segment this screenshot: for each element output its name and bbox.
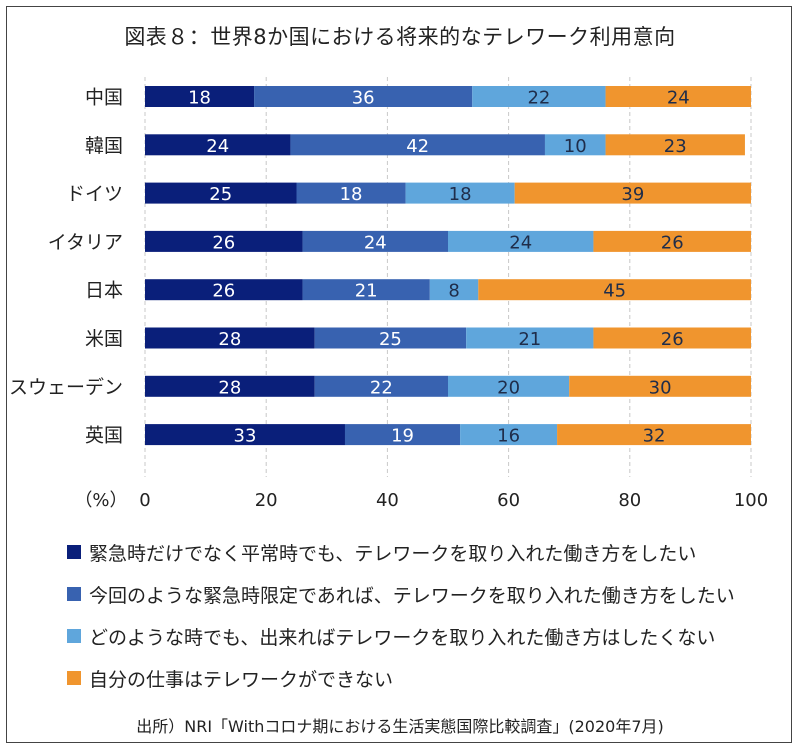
bar-segment bbox=[314, 327, 467, 349]
category-label: 英国 bbox=[85, 425, 123, 447]
bar-segment bbox=[302, 279, 430, 301]
bar-segment bbox=[145, 134, 291, 156]
chart-legend: 緊急時だけでなく平常時でも、テレワークを取り入れた働き方をしたい今回のような緊急… bbox=[67, 531, 735, 699]
data-label: 25 bbox=[209, 184, 232, 205]
bar-segment bbox=[544, 134, 606, 156]
bar-segment bbox=[302, 230, 448, 252]
data-label: 24 bbox=[509, 232, 532, 253]
bar-segment bbox=[557, 424, 751, 446]
bar-segment bbox=[448, 375, 570, 397]
chart-title: 図表８：世界8か国における将来的なテレワーク利用意向 bbox=[124, 25, 676, 49]
category-label: ドイツ bbox=[66, 183, 123, 205]
category-label: 日本 bbox=[85, 280, 123, 302]
category-label: イタリア bbox=[48, 231, 123, 253]
bar-segment bbox=[145, 230, 303, 252]
x-tick-label: 20 bbox=[255, 490, 278, 511]
bar-segment bbox=[145, 424, 345, 446]
legend-item: 今回のような緊急時限定であれば、テレワークを取り入れた働き方をしたい bbox=[67, 573, 735, 615]
bar-segment bbox=[593, 230, 751, 252]
legend-item: 緊急時だけでなく平常時でも、テレワークを取り入れた働き方をしたい bbox=[67, 531, 735, 573]
legend-label: 緊急時だけでなく平常時でも、テレワークを取り入れた働き方をしたい bbox=[89, 542, 697, 565]
bar-segment bbox=[460, 424, 558, 446]
legend-swatch bbox=[67, 629, 81, 643]
data-label: 16 bbox=[497, 426, 520, 447]
x-tick-label: 80 bbox=[618, 490, 641, 511]
bar-segment bbox=[405, 182, 515, 204]
x-tick-label: 0 bbox=[139, 490, 150, 511]
data-label: 22 bbox=[370, 377, 393, 398]
bar-segment bbox=[605, 86, 751, 107]
legend-label: 自分の仕事はテレワークができない bbox=[89, 668, 394, 691]
legend-label: 今回のような緊急時限定であれば、テレワークを取り入れた働き方をしたい bbox=[89, 584, 735, 607]
data-label: 23 bbox=[664, 136, 687, 157]
bar-segment bbox=[569, 375, 751, 397]
bar-segment bbox=[145, 327, 315, 349]
data-label: 36 bbox=[352, 88, 375, 109]
legend-swatch bbox=[67, 587, 81, 601]
data-label: 20 bbox=[497, 377, 520, 398]
data-label: 28 bbox=[218, 377, 241, 398]
bar-segment bbox=[472, 86, 606, 107]
bar-segment bbox=[429, 279, 479, 301]
bar-segment bbox=[448, 230, 594, 252]
data-label: 33 bbox=[234, 426, 257, 447]
data-label: 18 bbox=[340, 184, 363, 205]
legend-item: 自分の仕事はテレワークができない bbox=[67, 657, 735, 699]
stacked-bar-chart: 中国 18 36 22 24 韓国 24 42 10 23 ドイツ 25 18 18 39 イタリア 26 24 2… bbox=[9, 77, 768, 511]
category-label: 米国 bbox=[85, 328, 123, 350]
chart-frame: 図表８：世界8か国における将来的なテレワーク利用意向 中国 18 36 22 24 韓国 2… bbox=[6, 6, 792, 743]
bar-segment bbox=[290, 134, 545, 156]
data-label: 24 bbox=[206, 136, 229, 157]
legend-item: どのような時でも、出来ればテレワークを取り入れた働き方はしたくない bbox=[67, 615, 735, 657]
bar-segment bbox=[145, 279, 303, 301]
data-label: 26 bbox=[661, 329, 684, 350]
legend-swatch bbox=[67, 545, 81, 559]
data-label: 32 bbox=[643, 426, 666, 447]
x-unit-label: （%） bbox=[74, 490, 127, 511]
data-label: 28 bbox=[218, 329, 241, 350]
bar-segment bbox=[344, 424, 461, 446]
data-label: 10 bbox=[564, 136, 587, 157]
x-tick-label: 60 bbox=[497, 490, 520, 511]
bar-segment bbox=[314, 375, 448, 397]
x-tick-label: 100 bbox=[734, 490, 768, 511]
legend-label: どのような時でも、出来ればテレワークを取り入れた働き方はしたくない bbox=[89, 626, 716, 649]
data-label: 22 bbox=[527, 88, 550, 109]
data-label: 25 bbox=[379, 329, 402, 350]
category-label: 中国 bbox=[85, 87, 123, 109]
data-label: 26 bbox=[661, 232, 684, 253]
x-tick-label: 40 bbox=[376, 490, 399, 511]
bar-segment bbox=[145, 375, 315, 397]
data-label: 45 bbox=[603, 281, 626, 302]
data-label: 26 bbox=[212, 232, 235, 253]
bar-segment bbox=[466, 327, 594, 349]
bar-segment bbox=[145, 182, 297, 204]
legend-swatch bbox=[67, 671, 81, 685]
bar-segment bbox=[593, 327, 751, 349]
bar-segment bbox=[605, 134, 745, 156]
data-label: 26 bbox=[212, 281, 235, 302]
category-label: スウェーデン bbox=[9, 376, 123, 398]
bar-segment bbox=[145, 86, 255, 107]
data-label: 18 bbox=[188, 88, 211, 109]
data-label: 42 bbox=[406, 136, 429, 157]
data-label: 21 bbox=[355, 281, 378, 302]
data-label: 18 bbox=[449, 184, 472, 205]
category-label: 韓国 bbox=[85, 135, 123, 157]
data-label: 19 bbox=[391, 426, 414, 447]
data-label: 30 bbox=[649, 377, 672, 398]
bar-segment bbox=[254, 86, 473, 107]
data-label: 21 bbox=[518, 329, 541, 350]
data-label: 39 bbox=[621, 184, 644, 205]
bar-segment bbox=[478, 279, 751, 301]
bar-segment bbox=[514, 182, 751, 204]
source-note: 出所）NRI「Withコロナ期における生活実態国際比較調査」(2020年7月) bbox=[136, 717, 664, 736]
data-label: 24 bbox=[667, 88, 690, 109]
data-label: 24 bbox=[364, 232, 387, 253]
data-label: 8 bbox=[448, 281, 459, 302]
bar-segment bbox=[296, 182, 406, 204]
